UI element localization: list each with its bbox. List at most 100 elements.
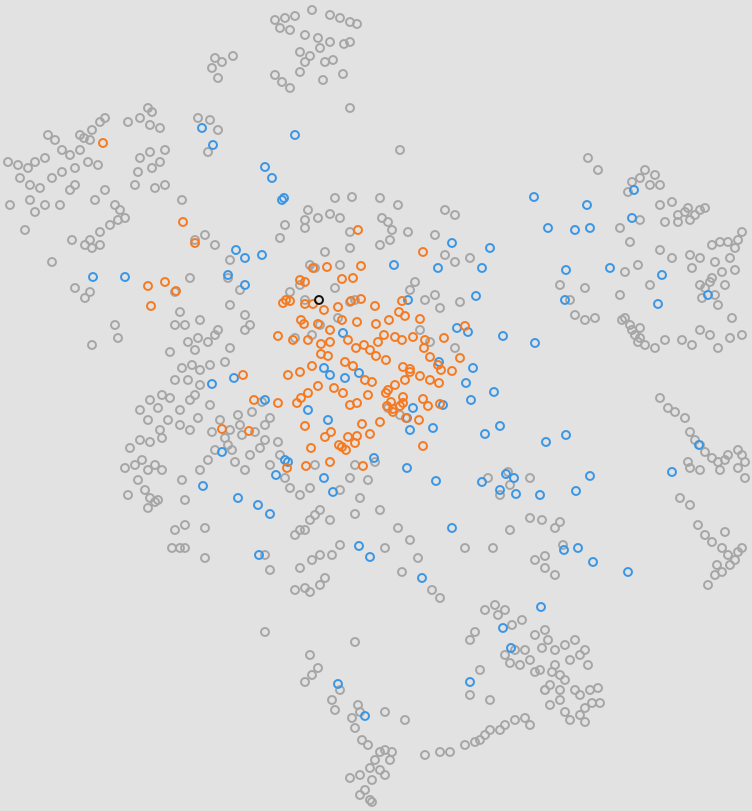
scatter-point	[517, 615, 527, 625]
scatter-point	[430, 290, 440, 300]
scatter-point	[695, 205, 705, 215]
scatter-point	[725, 253, 735, 263]
scatter-point	[155, 123, 165, 133]
scatter-point	[365, 552, 375, 562]
scatter-point	[228, 51, 238, 61]
scatter-point	[356, 261, 366, 271]
scatter-point	[265, 413, 275, 423]
scatter-point	[115, 205, 125, 215]
scatter-point	[737, 330, 747, 340]
scatter-point	[423, 401, 433, 411]
scatter-point	[247, 407, 257, 417]
scatter-point	[352, 19, 362, 29]
scatter-point	[295, 67, 305, 77]
scatter-point	[290, 585, 300, 595]
scatter-point	[283, 370, 293, 380]
scatter-point	[635, 173, 645, 183]
scatter-point	[488, 543, 498, 553]
scatter-point	[570, 225, 580, 235]
scatter-point	[335, 685, 345, 695]
scatter-point	[694, 440, 704, 450]
scatter-point	[687, 340, 697, 350]
scatter-point	[367, 775, 377, 785]
scatter-point	[47, 173, 57, 183]
scatter-point	[338, 388, 348, 398]
scatter-point	[490, 600, 500, 610]
scatter-point	[498, 331, 508, 341]
scatter-point	[315, 580, 325, 590]
scatter-point	[277, 77, 287, 87]
scatter-point	[673, 217, 683, 227]
scatter-point	[623, 567, 633, 577]
scatter-point	[565, 295, 575, 305]
scatter-point	[171, 286, 181, 296]
scatter-point	[545, 700, 555, 710]
scatter-point	[723, 450, 733, 460]
scatter-point	[595, 698, 605, 708]
scatter-point	[133, 167, 143, 177]
scatter-point	[90, 195, 100, 205]
scatter-point	[540, 563, 550, 573]
scatter-point	[318, 75, 328, 85]
scatter-point	[370, 301, 380, 311]
scatter-point	[440, 205, 450, 215]
scatter-point	[105, 220, 115, 230]
scatter-point	[460, 543, 470, 553]
scatter-point	[545, 680, 555, 690]
scatter-point	[375, 193, 385, 203]
scatter-point	[233, 410, 243, 420]
scatter-point	[561, 430, 571, 440]
scatter-point	[585, 471, 595, 481]
scatter-point	[509, 473, 519, 483]
scatter-point	[435, 747, 445, 757]
scatter-point	[303, 405, 313, 415]
scatter-point	[165, 347, 175, 357]
scatter-point	[354, 368, 364, 378]
scatter-point	[347, 713, 357, 723]
scatter-point	[405, 535, 415, 545]
scatter-point	[655, 180, 665, 190]
scatter-point	[203, 147, 213, 157]
scatter-point	[153, 495, 163, 505]
scatter-point	[630, 330, 640, 340]
scatter-point	[325, 37, 335, 47]
scatter-point	[240, 325, 250, 335]
scatter-point	[355, 493, 365, 503]
scatter-point	[322, 262, 332, 272]
scatter-point	[87, 125, 97, 135]
scatter-point	[167, 543, 177, 553]
scatter-point	[580, 703, 590, 713]
scatter-point	[195, 465, 205, 475]
scatter-point	[145, 120, 155, 130]
scatter-point	[340, 373, 350, 383]
scatter-point	[240, 465, 250, 475]
scatter-point	[439, 333, 449, 343]
scatter-point	[271, 470, 281, 480]
scatter-point	[645, 180, 655, 190]
scatter-point	[313, 213, 323, 223]
scatter-point	[515, 660, 525, 670]
scatter-point	[695, 325, 705, 335]
scatter-point	[185, 395, 195, 405]
scatter-point	[325, 209, 335, 219]
scatter-point	[177, 475, 187, 485]
scatter-point	[720, 527, 730, 537]
scatter-point	[373, 337, 383, 347]
scatter-point	[325, 515, 335, 525]
scatter-point	[405, 285, 415, 295]
scatter-point	[265, 460, 275, 470]
scatter-point	[435, 303, 445, 313]
scatter-point	[620, 267, 630, 277]
scatter-point	[367, 797, 377, 807]
scatter-point	[275, 233, 285, 243]
scatter-point	[623, 187, 633, 197]
scatter-point	[270, 15, 280, 25]
scatter-point	[295, 563, 305, 573]
scatter-point	[323, 351, 333, 361]
scatter-point	[505, 658, 515, 668]
scatter-point	[525, 473, 535, 483]
scatter-point	[207, 379, 217, 389]
scatter-point	[315, 43, 325, 53]
scatter-point	[313, 663, 323, 673]
scatter-point	[308, 263, 318, 273]
